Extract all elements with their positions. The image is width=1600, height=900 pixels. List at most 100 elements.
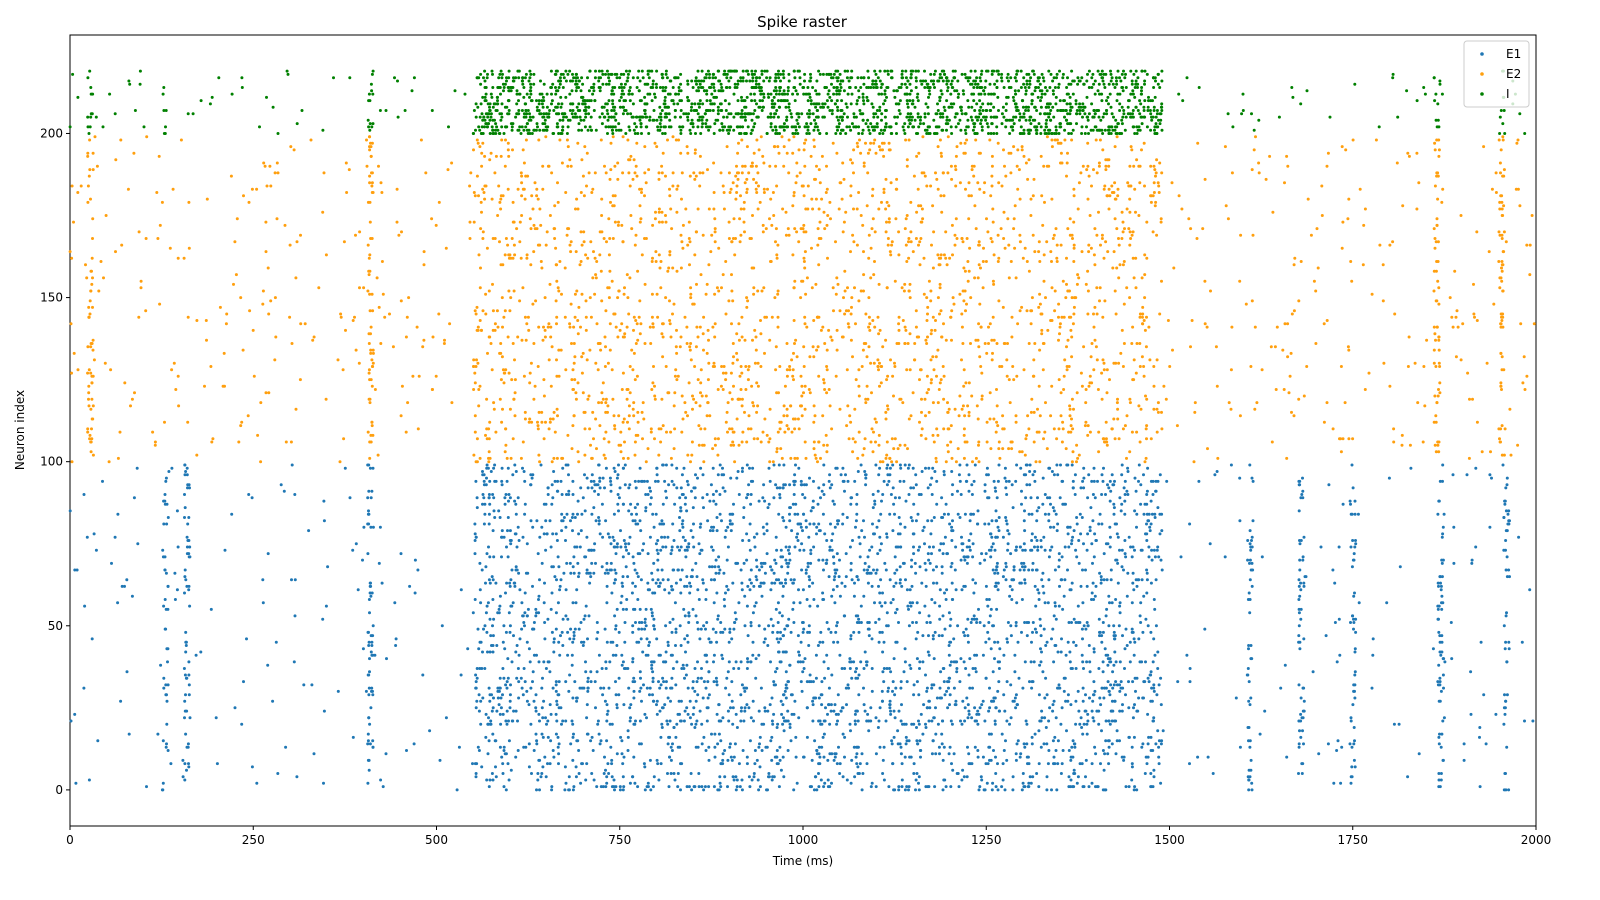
spike-point — [1110, 601, 1114, 605]
spike-point — [710, 545, 714, 549]
spike-point — [664, 650, 668, 654]
spike-point — [997, 440, 1001, 444]
spike-point — [531, 584, 534, 588]
spike-point — [184, 640, 188, 644]
spike-point — [1066, 532, 1070, 536]
spike-point — [607, 772, 611, 775]
spike-point — [827, 575, 831, 579]
spike-point — [1074, 699, 1078, 703]
spike-point — [1206, 755, 1210, 759]
spike-point — [891, 463, 895, 467]
spike-point — [1043, 493, 1047, 496]
spike-point — [1145, 532, 1149, 536]
spike-point — [186, 420, 190, 424]
spike-point — [899, 686, 903, 690]
spike-point — [600, 401, 604, 405]
spike-point — [175, 588, 179, 592]
spike-point — [1057, 558, 1061, 562]
spike-point — [795, 535, 799, 539]
spike-point — [1059, 463, 1062, 467]
spike-point — [606, 404, 610, 408]
spike-point — [1068, 525, 1072, 529]
spike-point — [994, 519, 998, 523]
spike-point — [767, 466, 771, 470]
spike-point — [610, 722, 614, 726]
spike-point — [749, 660, 753, 664]
spike-point — [185, 466, 189, 470]
spike-point — [940, 696, 943, 700]
spike-point — [775, 578, 778, 582]
spike-point — [730, 397, 734, 401]
spike-point — [572, 785, 576, 789]
spike-point — [967, 752, 971, 756]
spike-point — [807, 680, 811, 684]
spike-point — [1062, 388, 1066, 391]
spike-point — [656, 539, 660, 542]
spike-point — [659, 762, 663, 766]
spike-point — [508, 539, 512, 542]
spike-point — [822, 660, 826, 664]
spike-point — [730, 758, 734, 762]
spike-point — [721, 752, 725, 756]
spike-point — [571, 601, 575, 605]
spike-point — [848, 667, 852, 670]
spike-point — [904, 735, 908, 739]
spike-point — [749, 479, 753, 483]
spike-point — [682, 466, 686, 470]
spike-point — [546, 719, 550, 723]
spike-point — [1077, 453, 1081, 457]
spike-point — [1523, 719, 1526, 723]
spike-point — [1285, 755, 1289, 759]
spike-point — [1482, 693, 1486, 697]
spike-point — [852, 745, 856, 749]
spike-point — [908, 588, 912, 592]
spike-point — [92, 532, 96, 536]
spike-point — [589, 739, 593, 743]
spike-point — [536, 772, 540, 775]
spike-point — [1440, 607, 1444, 611]
spike-point — [684, 555, 688, 559]
spike-point — [936, 401, 940, 405]
spike-point — [1149, 670, 1153, 674]
spike-point — [683, 676, 686, 680]
spike-point — [811, 506, 815, 510]
spike-point — [838, 762, 842, 766]
spike-point — [813, 739, 817, 743]
spike-point — [549, 384, 553, 388]
spike-point — [887, 686, 890, 690]
spike-point — [917, 781, 920, 785]
spike-point — [173, 598, 177, 601]
spike-point — [696, 627, 700, 631]
spike-point — [758, 584, 762, 588]
spike-point — [711, 529, 715, 533]
spike-point — [1248, 578, 1252, 582]
spike-point — [938, 588, 942, 592]
spike-point — [737, 762, 741, 766]
spike-point — [90, 427, 93, 431]
spike-point — [695, 621, 699, 624]
spike-point — [1085, 732, 1089, 736]
spike-point — [879, 512, 883, 516]
spike-point — [757, 499, 761, 503]
spike-point — [751, 466, 755, 470]
spike-point — [1052, 427, 1056, 431]
spike-point — [1196, 755, 1200, 759]
spike-point — [973, 463, 977, 467]
spike-point — [573, 680, 577, 684]
spike-point — [551, 686, 555, 690]
spike-point — [629, 703, 633, 707]
spike-point — [967, 712, 971, 716]
spike-point — [1353, 650, 1357, 654]
spike-point — [603, 627, 607, 631]
spike-point — [836, 712, 840, 716]
spike-point — [990, 788, 994, 792]
spike-point — [536, 424, 540, 428]
spike-point — [570, 447, 574, 451]
spike-point — [997, 709, 1001, 713]
spike-point — [624, 542, 627, 546]
spike-point — [1248, 598, 1252, 601]
spike-point — [633, 479, 637, 483]
spike-point — [683, 548, 687, 552]
spike-point — [822, 463, 826, 467]
spike-point — [877, 719, 881, 723]
